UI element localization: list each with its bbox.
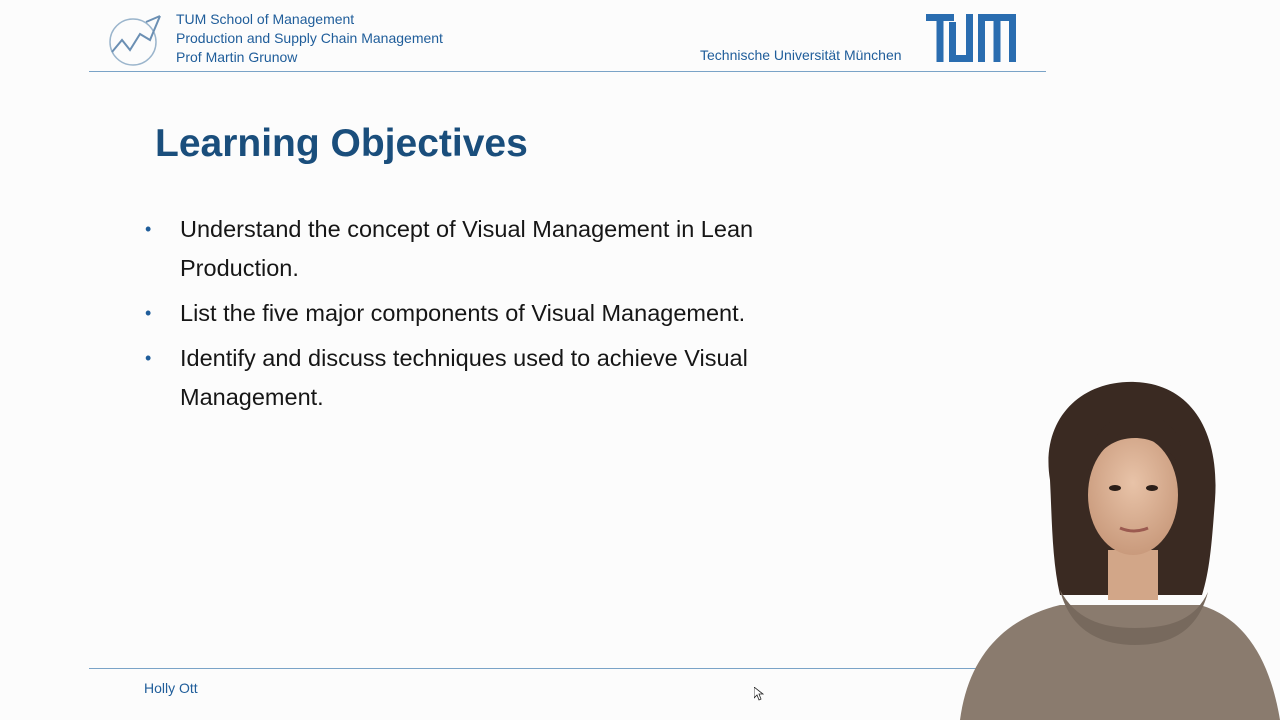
slide-title: Learning Objectives: [155, 122, 528, 165]
header-divider: [89, 71, 1046, 72]
presenter-video: [960, 381, 1280, 720]
objective-item: • Understand the concept of Visual Manag…: [145, 210, 865, 288]
header-school: TUM School of Management: [176, 11, 355, 27]
objective-item: • Identify and discuss techniques used t…: [145, 339, 865, 417]
objective-text: List the five major components of Visual…: [180, 300, 746, 326]
header-professor: Prof Martin Grunow: [176, 49, 298, 65]
bullet-icon: •: [145, 303, 152, 323]
objective-text: Identify and discuss techniques used to …: [180, 345, 748, 410]
objectives-list: • Understand the concept of Visual Manag…: [145, 210, 865, 423]
mouse-cursor-icon: [754, 687, 764, 701]
school-graph-logo-icon: [109, 15, 161, 66]
objective-item: • List the five major components of Visu…: [145, 294, 865, 333]
footer-divider: [89, 668, 979, 669]
header-affiliation: TUM School of Management Production and …: [176, 10, 443, 67]
tum-logo-icon: [926, 14, 1016, 62]
bullet-icon: •: [145, 219, 152, 239]
bullet-icon: •: [145, 348, 152, 368]
objective-text: Understand the concept of Visual Managem…: [180, 216, 754, 281]
university-name: Technische Universität München: [700, 47, 902, 63]
header-chair: Production and Supply Chain Management: [176, 30, 443, 46]
presenter-name: Holly Ott: [144, 680, 198, 696]
